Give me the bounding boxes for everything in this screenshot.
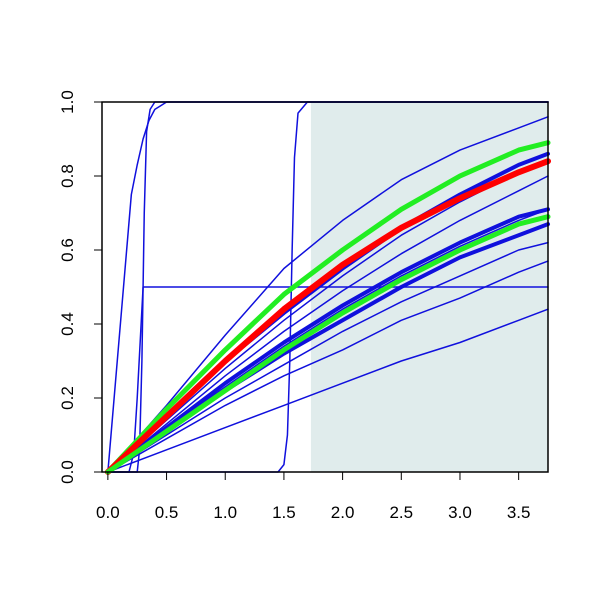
series-line-7 [107, 175, 549, 473]
series-line-12 [105, 207, 550, 474]
series-line-11 [107, 308, 549, 473]
y-tick-label: 0.2 [58, 386, 77, 410]
series-line-17 [105, 214, 551, 475]
x-tick-label: 0.0 [96, 503, 120, 522]
x-tick-label: 2.5 [389, 503, 413, 522]
series-line-16 [104, 158, 551, 475]
series-line-15 [105, 140, 551, 475]
y-tick-label: 1.0 [58, 90, 77, 114]
y-tick-label: 0.4 [58, 312, 77, 336]
y-tick-label: 0.0 [58, 460, 77, 484]
series-line-10 [107, 260, 549, 473]
plot-frame [101, 101, 549, 473]
x-tick-label: 3.0 [448, 503, 472, 522]
series-line-2 [107, 101, 549, 473]
x-tick-label: 1.0 [213, 503, 237, 522]
x-tick-label: 0.5 [155, 503, 179, 522]
x-tick-label: 2.0 [331, 503, 355, 522]
x-tick-label: 1.5 [272, 503, 296, 522]
y-tick-label: 0.8 [58, 164, 77, 188]
y-tick-label: 0.6 [58, 238, 77, 262]
x-axis: 0.0 0.5 1.0 1.5 2.0 2.5 3.0 3.5 [96, 472, 530, 522]
series-line-9 [107, 241, 549, 473]
y-axis: 0.0 0.2 0.4 0.6 0.8 1.0 [58, 90, 102, 484]
series-line-5 [107, 116, 549, 473]
x-tick-label: 3.5 [507, 503, 531, 522]
